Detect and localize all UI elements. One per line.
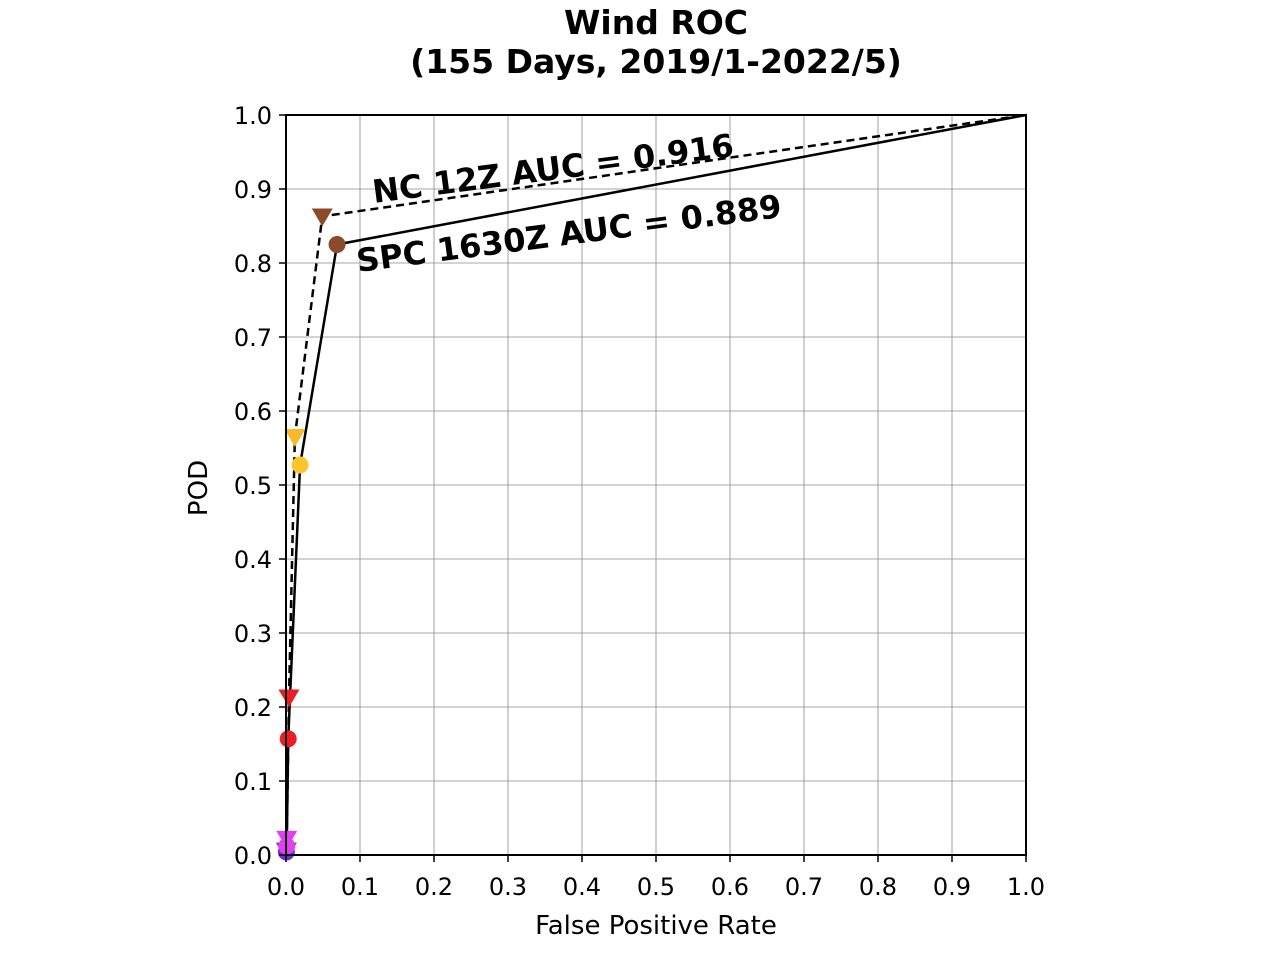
y-tick-label: 0.7: [234, 324, 272, 352]
y-tick-label: 0.3: [234, 620, 272, 648]
x-tick-label: 0.2: [415, 873, 453, 901]
x-tick-label: 1.0: [1007, 873, 1045, 901]
chart-subtitle: (155 Days, 2019/1-2022/5): [410, 42, 902, 81]
x-axis-ticks: 0.0 0.1 0.2 0.3 0.4 0.5 0.6 0.7 0.8 0.9 1.0: [267, 855, 1045, 901]
y-axis-label: POD: [184, 460, 214, 516]
y-tick-label: 0.9: [234, 176, 272, 204]
series-markers: [275, 208, 346, 861]
series-0-marker-5: [311, 208, 333, 227]
series-1-marker-3: [279, 730, 297, 748]
x-tick-label: 0.6: [711, 873, 749, 901]
y-tick-label: 0.4: [234, 546, 272, 574]
chart-title: Wind ROC: [564, 3, 748, 42]
y-tick-label: 1.0: [234, 102, 272, 130]
series-1-marker-4: [291, 456, 309, 474]
x-tick-label: 0.7: [785, 873, 823, 901]
x-axis-label: False Positive Rate: [535, 911, 777, 941]
y-axis-ticks: 0.0 0.1 0.2 0.3 0.4 0.5 0.6 0.7 0.8 0.9 1.0: [234, 102, 286, 870]
nc-12z-auc-label: NC 12Z AUC = 0.916: [370, 126, 736, 211]
y-tick-label: 0.2: [234, 694, 272, 722]
x-tick-label: 0.1: [341, 873, 379, 901]
x-tick-label: 0.5: [637, 873, 675, 901]
x-tick-label: 0.8: [859, 873, 897, 901]
series-1-marker-5: [328, 236, 346, 253]
y-tick-label: 0.1: [234, 768, 272, 796]
x-tick-label: 0.9: [933, 873, 971, 901]
y-tick-label: 0.5: [234, 472, 272, 500]
x-tick-label: 0.4: [563, 873, 601, 901]
x-tick-label: 0.3: [489, 873, 527, 901]
series-0-marker-4: [284, 429, 306, 447]
series-0-marker-3: [278, 689, 300, 708]
x-tick-label: 0.0: [267, 873, 305, 901]
y-tick-label: 0.8: [234, 250, 272, 278]
y-tick-label: 0.6: [234, 398, 272, 426]
y-tick-label: 0.0: [234, 842, 272, 870]
